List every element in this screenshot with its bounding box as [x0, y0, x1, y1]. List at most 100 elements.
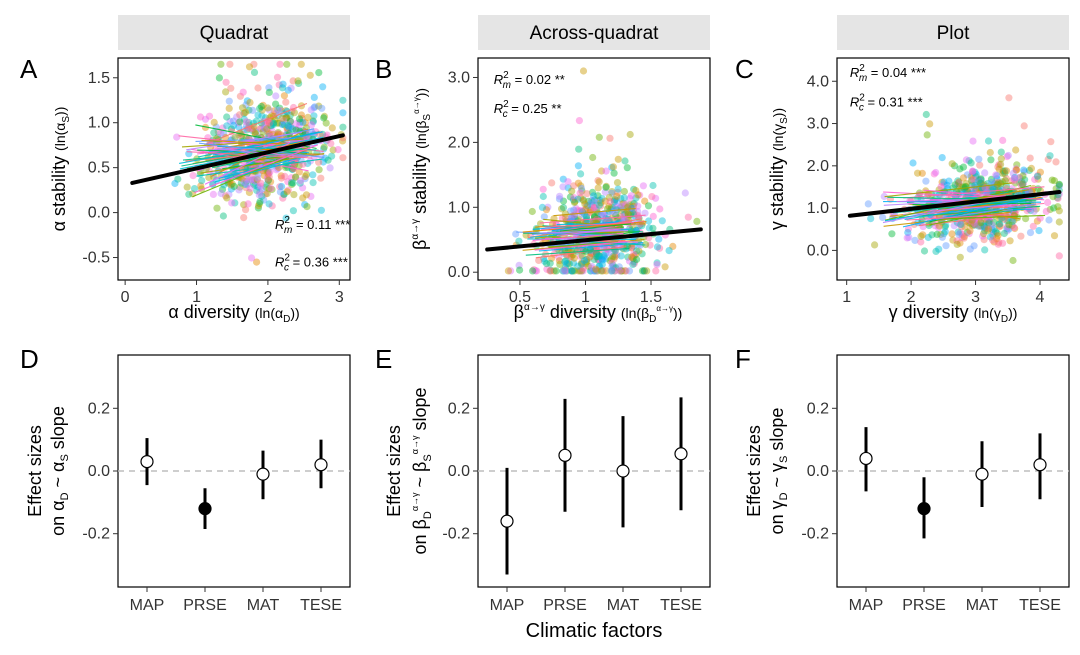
- data-point: [257, 179, 265, 187]
- data-point: [609, 266, 617, 274]
- data-point: [583, 202, 591, 210]
- r-squared-annotation: R2 m = 0.02 **: [494, 70, 565, 91]
- estimate-point-mat: [975, 467, 989, 481]
- data-point: [327, 139, 335, 148]
- data-point: [919, 231, 927, 239]
- data-point: [254, 111, 262, 119]
- estimate-point-tese: [314, 458, 328, 472]
- data-point: [608, 163, 616, 171]
- data-point: [1052, 158, 1060, 166]
- group-fit-line: [936, 203, 1036, 220]
- data-point: [905, 233, 913, 241]
- data-point: [598, 255, 606, 263]
- data-point: [530, 266, 538, 274]
- data-point: [278, 84, 287, 92]
- data-point: [593, 243, 601, 251]
- data-point: [550, 267, 558, 275]
- data-point: [640, 267, 648, 275]
- data-point: [1055, 218, 1063, 226]
- data-point: [961, 223, 969, 231]
- data-point: [278, 114, 286, 122]
- data-point: [1025, 166, 1033, 174]
- data-point: [1029, 184, 1037, 193]
- data-point: [969, 168, 977, 176]
- estimate-point-mat: [616, 464, 630, 478]
- data-point: [1013, 166, 1021, 174]
- data-point: [917, 238, 925, 246]
- data-point: [296, 179, 304, 187]
- data-point: [258, 185, 266, 193]
- category-label-map: MAP: [490, 597, 525, 614]
- data-point: [953, 237, 961, 245]
- data-point: [987, 175, 996, 183]
- data-point: [334, 146, 342, 154]
- data-point: [611, 267, 619, 275]
- data-point: [258, 112, 266, 120]
- data-point: [279, 194, 287, 202]
- data-point: [288, 179, 296, 187]
- panel-c-frame: [836, 57, 1070, 281]
- group-fit-line: [887, 196, 1037, 201]
- data-point: [562, 257, 570, 265]
- data-point: [339, 154, 347, 162]
- data-point: [649, 181, 657, 190]
- data-point: [980, 236, 988, 244]
- data-point: [217, 129, 225, 137]
- data-point: [276, 104, 284, 112]
- data-point: [561, 214, 570, 222]
- panel-letter-c: C: [735, 54, 754, 84]
- data-point: [661, 263, 669, 271]
- data-point: [632, 194, 640, 202]
- data-point: [632, 186, 640, 195]
- data-point: [954, 177, 962, 185]
- data-point: [976, 218, 984, 226]
- data-point: [559, 197, 568, 205]
- data-point: [972, 178, 980, 186]
- panel-d-ylabel-line1: Effect sizes: [25, 425, 45, 517]
- data-point: [617, 194, 625, 202]
- data-point: [922, 177, 930, 185]
- data-point: [250, 176, 258, 184]
- data-point: [1033, 217, 1041, 225]
- data-point: [289, 77, 297, 85]
- data-point: [564, 184, 572, 192]
- data-point: [581, 200, 589, 208]
- data-point: [228, 199, 236, 207]
- data-point: [587, 206, 595, 214]
- panel-f: -0.2 0.0 0.2 MAP PRSE MAT TESE Effect sizes on…: [744, 354, 1070, 614]
- panel-letter-f: F: [735, 344, 751, 374]
- data-point: [282, 214, 290, 222]
- data-point: [941, 223, 949, 231]
- category-label-mat: MAT: [966, 597, 999, 614]
- data-point: [240, 179, 248, 187]
- data-point: [249, 119, 258, 127]
- data-point: [976, 179, 984, 187]
- y-tick-label: -0.2: [801, 526, 829, 543]
- data-point: [570, 194, 578, 202]
- group-fit-line: [559, 223, 632, 232]
- data-point: [561, 267, 570, 275]
- data-point: [590, 192, 598, 200]
- data-point: [252, 128, 260, 136]
- data-point: [1008, 221, 1016, 229]
- data-point: [1005, 221, 1013, 229]
- estimate-point-prse: [198, 502, 212, 516]
- data-point: [864, 200, 872, 208]
- data-point: [976, 187, 984, 195]
- x-tick-label: 2: [907, 289, 916, 306]
- data-point: [604, 249, 613, 257]
- data-point: [621, 157, 629, 165]
- data-point: [612, 264, 620, 272]
- data-point: [593, 267, 601, 275]
- data-point: [577, 170, 585, 178]
- category-label-tese: TESE: [300, 597, 342, 614]
- panel-e-ylabel-line2: on βDα→γ ~ βSα→γ slope: [410, 387, 434, 554]
- data-point: [292, 119, 300, 128]
- data-point: [980, 222, 988, 230]
- data-point: [588, 262, 596, 270]
- data-point: [578, 267, 586, 275]
- data-point: [559, 267, 567, 275]
- data-point: [1002, 167, 1011, 175]
- data-point: [261, 120, 269, 128]
- data-point: [1035, 227, 1043, 235]
